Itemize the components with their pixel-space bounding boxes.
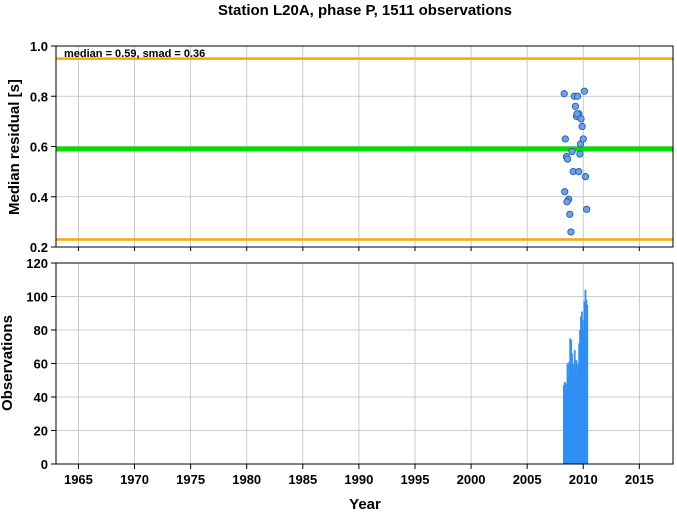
- x-tick-label: 1975: [176, 472, 205, 487]
- residual-point: [563, 198, 571, 206]
- top-y-tick-label: 1.0: [30, 39, 48, 54]
- bottom-bars: [563, 289, 589, 464]
- bottom-y-tick-label: 20: [34, 424, 48, 439]
- residual-point: [575, 168, 583, 176]
- residual-point: [571, 102, 580, 110]
- bottom-y-axis-label: Observations: [0, 315, 16, 411]
- x-tick-label: 2005: [513, 472, 542, 487]
- residual-point: [567, 228, 575, 236]
- top-y-tick-label: 0.2: [30, 240, 48, 255]
- residual-point: [563, 155, 572, 163]
- top-y-ticks: 0.2 0.4 0.6 0.8 1.0: [30, 39, 56, 255]
- top-y-axis-label: Median residual [s]: [6, 79, 23, 215]
- top-points: [560, 87, 591, 236]
- bottom-y-tick-label: 100: [26, 290, 48, 305]
- x-tick-label: 1995: [401, 472, 430, 487]
- residual-point: [577, 115, 585, 123]
- chart-title: Station L20A, phase P, 1511 observations: [218, 2, 512, 19]
- x-tick-label: 1985: [288, 472, 317, 487]
- bottom-y-tick-label: 80: [34, 323, 48, 338]
- x-tick-label: 1990: [344, 472, 373, 487]
- bottom-x-ticks: 1965 1970 1975 1980 1985 1990 1995 2000 2005 2010…: [64, 247, 654, 487]
- residual-point: [568, 147, 576, 156]
- x-tick-label: 1970: [120, 472, 149, 487]
- bottom-y-tick-label: 120: [26, 256, 48, 271]
- x-tick-label: 1980: [232, 472, 261, 487]
- residual-point: [561, 188, 569, 196]
- top-y-tick-label: 0.6: [30, 140, 48, 155]
- top-y-tick-label: 0.4: [30, 190, 49, 205]
- residual-point: [561, 135, 569, 143]
- x-axis-label: Year: [349, 496, 381, 511]
- observation-bar: [586, 304, 589, 464]
- residual-point: [576, 150, 584, 158]
- residual-point: [580, 87, 588, 95]
- residual-point: [578, 122, 586, 131]
- residual-point: [574, 92, 582, 100]
- top-reference-lines: [56, 57, 673, 241]
- residual-point: [560, 90, 568, 98]
- residual-point: [573, 110, 581, 118]
- bottom-y-ticks: 0 20 40 60 80 100 120: [26, 256, 56, 472]
- residual-point: [566, 210, 574, 218]
- x-tick-label: 1965: [64, 472, 93, 487]
- x-tick-label: 2010: [569, 472, 598, 487]
- x-tick-label: 2000: [457, 472, 486, 487]
- bottom-y-tick-label: 60: [34, 357, 48, 372]
- bottom-y-tick-label: 40: [34, 390, 48, 405]
- residual-point: [583, 205, 591, 213]
- residual-point: [579, 135, 587, 143]
- x-tick-label: 2015: [625, 472, 654, 487]
- bottom-y-tick-label: 0: [41, 457, 48, 472]
- top-y-tick-label: 0.8: [30, 89, 48, 104]
- stats-annotation: median = 0.59, smad = 0.36: [64, 48, 205, 60]
- residual-point: [581, 173, 590, 181]
